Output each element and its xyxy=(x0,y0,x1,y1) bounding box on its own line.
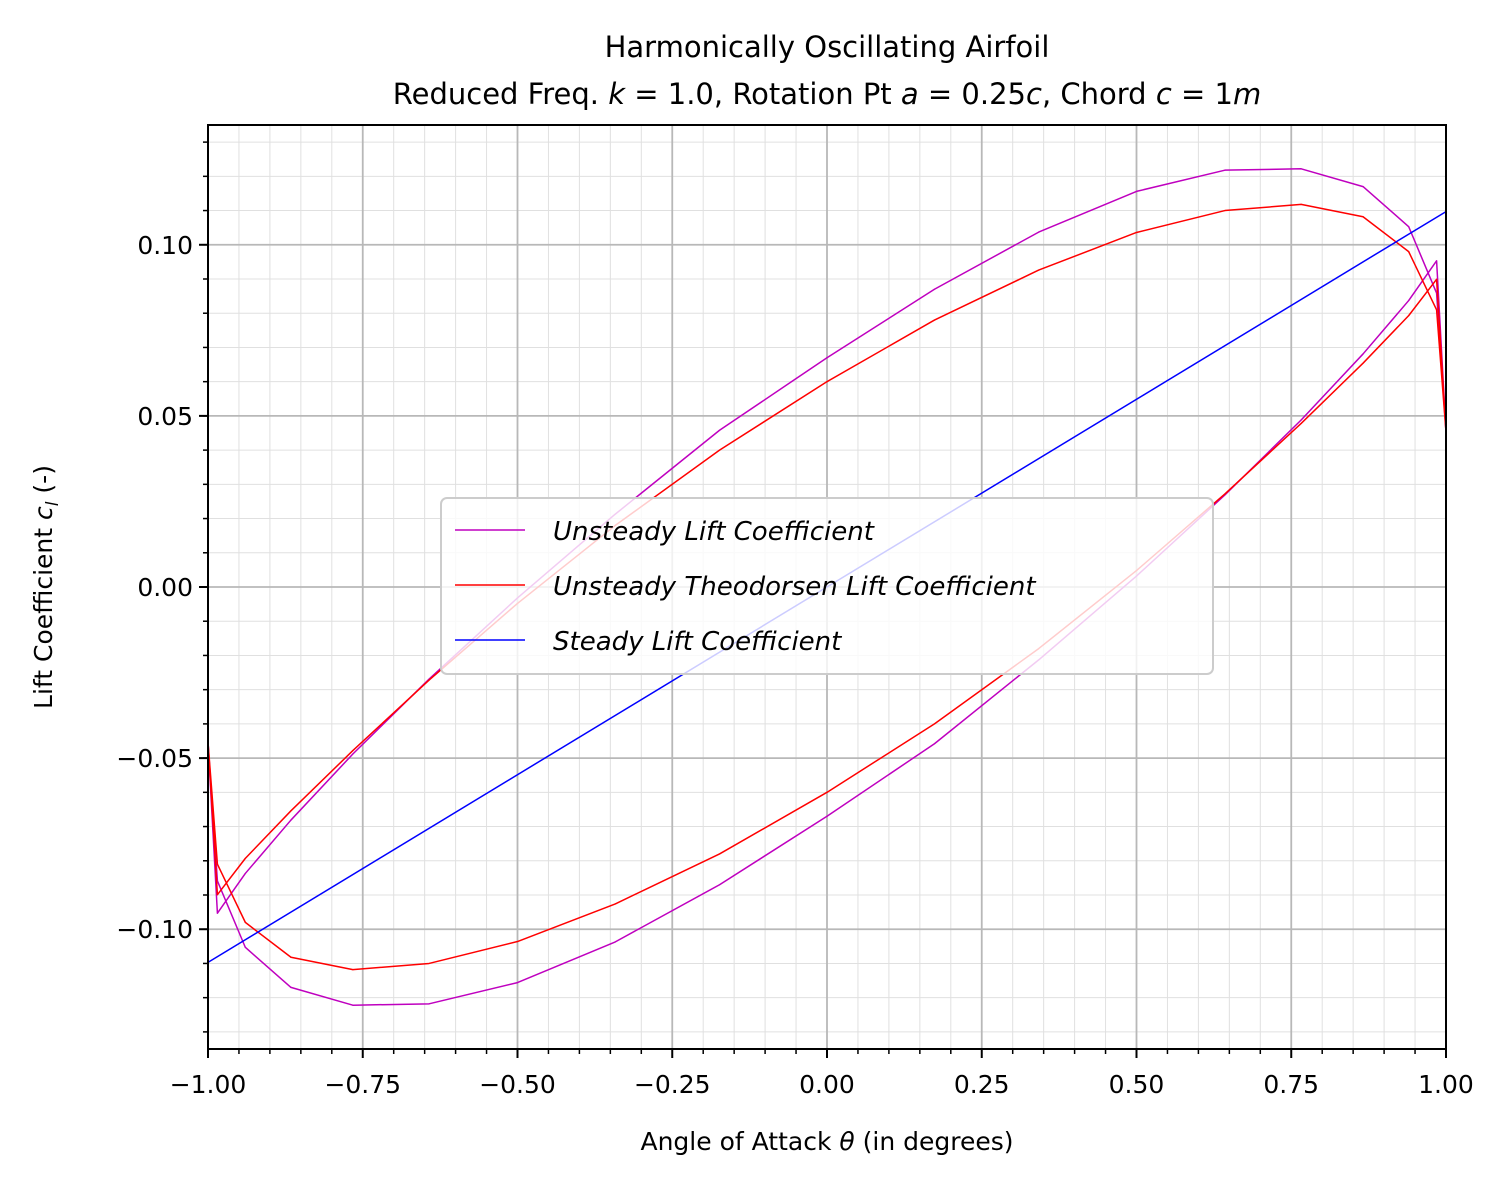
y-tick-label: 0.10 xyxy=(137,231,193,260)
legend-box xyxy=(440,497,1214,675)
data-point xyxy=(718,429,721,431)
axis-ticks: −1.00 −0.75 −0.50 −0.25 0.00 0.25 0.50 0.75 1.00… xyxy=(116,141,1474,1099)
data-point xyxy=(216,894,219,896)
data-point xyxy=(352,753,354,755)
x-tick-label: 0.25 xyxy=(954,1070,1010,1099)
data-point xyxy=(216,912,219,914)
legend-label-unsteady: Unsteady Lift Coefficient xyxy=(553,517,875,547)
data-point xyxy=(614,941,616,943)
data-point xyxy=(1300,168,1302,170)
data-point xyxy=(290,956,292,958)
data-point xyxy=(1362,362,1364,364)
data-point xyxy=(826,815,828,817)
data-point xyxy=(1135,231,1138,234)
data-point xyxy=(1300,203,1302,205)
data-point xyxy=(352,1004,354,1006)
data-point xyxy=(826,791,828,793)
data-point xyxy=(1135,190,1138,192)
data-point xyxy=(1362,353,1364,355)
y-tick-label: 0.00 xyxy=(137,573,193,602)
data-point xyxy=(1224,169,1226,171)
chart-title: Harmonically Oscillating Airfoil xyxy=(605,30,1050,64)
data-point xyxy=(718,884,721,886)
x-tick-label: 0.50 xyxy=(1109,1070,1165,1099)
legend: Unsteady Lift Coefficient Unsteady Theod… xyxy=(440,497,1214,675)
data-point xyxy=(244,921,246,923)
data-point xyxy=(933,743,936,745)
data-point xyxy=(718,853,721,855)
y-tick-label: 0.05 xyxy=(137,402,193,431)
data-point xyxy=(933,723,936,725)
x-tick-label: −0.75 xyxy=(324,1070,401,1099)
data-point xyxy=(244,872,246,875)
x-axis-label: Angle of Attack θ (in degrees) xyxy=(640,1127,1013,1156)
data-point xyxy=(428,962,430,965)
data-point xyxy=(1408,251,1410,253)
legend-label-steady: Steady Lift Coefficient xyxy=(553,627,842,657)
data-point xyxy=(1362,216,1364,218)
data-point xyxy=(1435,309,1438,311)
data-point xyxy=(216,863,219,865)
data-point xyxy=(352,969,354,971)
data-point xyxy=(1362,186,1364,188)
data-point xyxy=(1408,315,1410,317)
data-point xyxy=(516,940,519,943)
data-point xyxy=(1038,269,1040,271)
data-point xyxy=(352,749,354,752)
data-point xyxy=(1224,493,1226,495)
x-tick-label: 0.75 xyxy=(1263,1070,1319,1099)
x-tick-label: −0.50 xyxy=(479,1070,556,1099)
x-tick-label: −1.00 xyxy=(170,1070,247,1099)
data-point xyxy=(244,946,246,948)
y-tick-label: −0.05 xyxy=(116,744,193,773)
data-point xyxy=(826,381,828,383)
data-point xyxy=(1408,299,1410,302)
data-point xyxy=(244,857,246,859)
data-point xyxy=(826,357,828,359)
data-point xyxy=(428,1003,430,1005)
data-point xyxy=(290,986,292,989)
x-tick-label: 0.00 xyxy=(799,1070,855,1099)
data-point xyxy=(1435,260,1438,262)
data-point xyxy=(614,903,616,905)
data-point xyxy=(290,810,292,812)
data-point xyxy=(1435,278,1438,280)
data-point xyxy=(1300,422,1302,425)
data-point xyxy=(516,982,519,984)
chart-subtitle: Reduced Freq. k = 1.0, Rotation Pt a = 0… xyxy=(393,77,1261,111)
data-point xyxy=(1408,226,1410,228)
data-point xyxy=(1224,209,1226,212)
data-point xyxy=(933,288,936,290)
data-point xyxy=(933,319,936,321)
y-tick-label: −0.10 xyxy=(116,915,193,944)
y-axis-label: Lift Coefficient cl (-) xyxy=(29,465,63,709)
x-tick-label: −0.25 xyxy=(634,1070,711,1099)
data-point xyxy=(290,819,292,821)
legend-label-theodorsen: Unsteady Theodorsen Lift Coefficient xyxy=(553,572,1036,602)
data-point xyxy=(1038,231,1040,233)
data-point xyxy=(428,679,430,681)
data-point xyxy=(718,449,721,451)
x-tick-label: 1.00 xyxy=(1418,1070,1474,1099)
data-point xyxy=(1300,419,1302,421)
